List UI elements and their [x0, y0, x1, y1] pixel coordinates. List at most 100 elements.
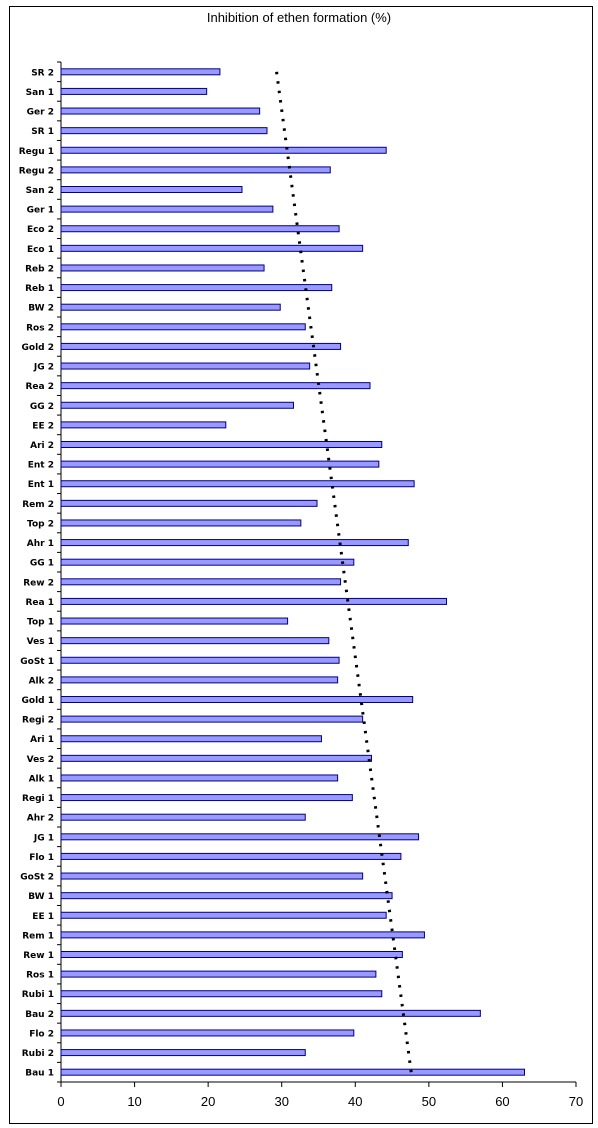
category-label: Top 2 [27, 519, 54, 529]
bar [60, 970, 377, 978]
category-label: GoSt 2 [20, 873, 54, 883]
bar [60, 833, 420, 841]
bar [60, 264, 265, 272]
category-label: Reb 1 [25, 284, 54, 294]
bar [60, 872, 364, 880]
category-label: Rew 1 [23, 951, 54, 961]
x-tick-label: 0 [57, 1094, 64, 1109]
category-label: Gold 2 [22, 343, 55, 353]
category-label: BW 1 [28, 892, 54, 902]
category-label: Eco 2 [27, 225, 54, 235]
bar [60, 323, 306, 331]
x-tick-label: 30 [274, 1094, 288, 1109]
bar [60, 480, 415, 488]
category-label: Flo 2 [29, 1029, 54, 1039]
bar [60, 951, 403, 958]
category-label: Ros 2 [26, 323, 54, 333]
chart-title: Inhibition of ethen formation (%) [206, 10, 392, 25]
category-label: JG 1 [33, 833, 54, 843]
category-label: Flo 1 [29, 853, 54, 863]
category-label: Regu 2 [19, 166, 54, 176]
category-label: JG 2 [33, 363, 54, 373]
category-label: Rem 1 [22, 931, 54, 941]
category-label: Ari 1 [30, 735, 54, 745]
bar [60, 735, 322, 743]
bar [60, 146, 387, 154]
category-label: Regi 2 [22, 716, 54, 726]
category-label: San 2 [26, 186, 54, 196]
category-label: Rubi 2 [22, 1049, 54, 1059]
bar [60, 382, 371, 390]
x-tick-label: 60 [495, 1094, 509, 1109]
category-label: SR 2 [31, 68, 54, 78]
category-label: Rea 2 [25, 382, 54, 392]
bar [60, 244, 364, 252]
category-label: Ent 1 [28, 480, 54, 490]
category-label: GG 2 [30, 402, 54, 412]
bar [60, 1049, 306, 1057]
bar [60, 637, 330, 645]
category-label: GoSt 1 [20, 657, 54, 667]
category-label: Regi 1 [22, 794, 54, 804]
category-label: Eco 1 [27, 245, 54, 255]
category-label: Ger 1 [27, 206, 54, 216]
bar [60, 578, 342, 586]
category-label: Ger 2 [27, 108, 54, 118]
category-label: Ahr 2 [27, 814, 54, 824]
bar [60, 68, 221, 76]
bar [60, 931, 425, 939]
category-label: Rew 2 [23, 578, 54, 588]
bar [60, 1009, 481, 1017]
category-label: EE 1 [32, 912, 54, 922]
bar [60, 1029, 355, 1037]
bar [60, 794, 353, 802]
category-label: GG 1 [30, 559, 54, 569]
bar [60, 911, 387, 919]
bar [60, 617, 289, 625]
category-label: EE 2 [32, 421, 54, 431]
bar [60, 558, 355, 566]
bar [60, 166, 331, 174]
category-label: Ves 1 [27, 637, 54, 647]
category-label: Gold 1 [22, 696, 55, 706]
category-label: Ari 2 [30, 441, 54, 451]
category-label: Ros 1 [26, 971, 54, 981]
bar [60, 107, 261, 115]
bar [60, 225, 340, 233]
category-label: BW 2 [28, 304, 54, 314]
bar [60, 656, 340, 664]
bar [60, 499, 318, 507]
category-label: Reb 2 [25, 264, 54, 274]
bar [60, 342, 342, 350]
bar [60, 676, 339, 684]
x-tick-label: 10 [127, 1094, 141, 1109]
bar [60, 892, 393, 900]
category-label: Rea 1 [25, 598, 54, 608]
bar [60, 813, 306, 821]
bar [60, 205, 274, 213]
category-label: Bau 1 [25, 1069, 54, 1079]
trendline [275, 71, 413, 1073]
category-label: Regu 1 [19, 147, 54, 157]
bar [60, 754, 372, 762]
x-tick-label: 50 [422, 1094, 436, 1109]
bar [60, 127, 268, 135]
bar [60, 421, 227, 429]
bar [60, 519, 302, 527]
x-tick-label: 70 [569, 1094, 583, 1109]
bar [60, 852, 402, 860]
x-tick-label: 20 [201, 1094, 215, 1109]
bar [60, 303, 281, 311]
category-label: Alk 1 [29, 774, 54, 784]
bar [60, 990, 383, 998]
category-label: San 1 [26, 88, 54, 98]
category-label: Ves 2 [27, 755, 54, 765]
bar [60, 597, 448, 605]
bar [60, 696, 414, 703]
category-label: Top 1 [27, 618, 54, 628]
category-label: SR 1 [31, 127, 54, 137]
bar [60, 87, 208, 95]
bar [60, 362, 311, 370]
bar [60, 715, 364, 723]
